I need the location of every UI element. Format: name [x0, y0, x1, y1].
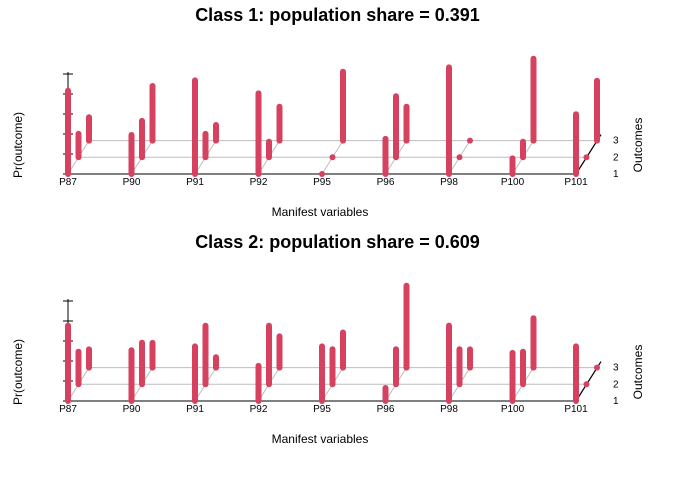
x-tick-label: P87 — [59, 177, 77, 188]
outcome-tick-label: 1 — [613, 396, 619, 407]
x-tick-label: P100 — [501, 177, 525, 188]
bar-point — [583, 154, 590, 161]
x-tick-label: P92 — [250, 177, 268, 188]
outcome-tick-label: 1 — [613, 169, 619, 180]
chart-plot: P87 P90 P91 P92 P95 P96 P98 P100 P101 1 2 3 — [59, 55, 619, 188]
x-tick-label: P98 — [440, 404, 458, 415]
x-tick-label: P95 — [313, 177, 331, 188]
chart-panel-class-2: Class 2: population share = 0.609 Pr(out… — [0, 227, 675, 477]
outcome-tick-label: 2 — [613, 379, 619, 390]
x-tick-label: P90 — [123, 404, 141, 415]
x-tick-label: P96 — [377, 404, 395, 415]
x-tick-label: P95 — [313, 404, 331, 415]
x-tick-label: P90 — [123, 177, 141, 188]
x-tick-label: P101 — [564, 177, 588, 188]
x-tick-label: P100 — [501, 404, 525, 415]
bar-point — [319, 171, 325, 177]
x-tick-label: P96 — [377, 177, 395, 188]
x-tick-label: P87 — [59, 404, 77, 415]
x-axis-label: Manifest variables — [271, 205, 369, 219]
outcome-tick-label: 3 — [613, 363, 619, 374]
chart-title: Class 2: population share = 0.609 — [195, 232, 480, 252]
x-tick-label: P91 — [186, 177, 204, 188]
chart-title: Class 1: population share = 0.391 — [195, 5, 480, 25]
x-tick-label: P91 — [186, 404, 204, 415]
x-tick-label: P92 — [250, 404, 268, 415]
bar-point — [456, 154, 463, 161]
x-axis-label: Manifest variables — [271, 432, 369, 446]
chart-plot: P87 P90 P91 P92 P95 P96 P98 P100 P101 1 2 3 — [59, 282, 619, 415]
bar-point — [467, 137, 473, 144]
chart-panel-class-1: Class 1: population share = 0.391 Pr(out… — [11, 5, 645, 219]
x-tick-label: P101 — [564, 404, 588, 415]
bar-point — [329, 154, 336, 161]
outcome-tick-label: 2 — [613, 152, 619, 163]
bar-point — [583, 381, 590, 388]
bar-point — [594, 364, 600, 371]
x-tick-label: P98 — [440, 177, 458, 188]
outcome-tick-label: 3 — [613, 136, 619, 147]
